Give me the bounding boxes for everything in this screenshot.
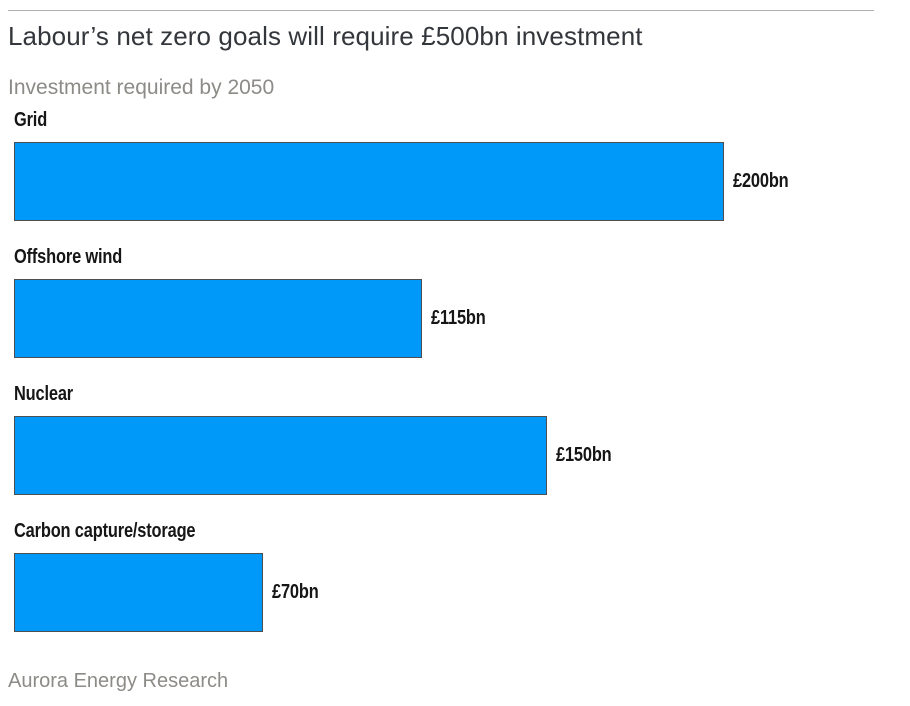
category-label: Carbon capture/storage [14,519,894,543]
bar-row: £150bn [14,416,894,495]
bar-row: £115bn [14,279,894,358]
category-label-text: Grid [14,109,48,131]
bar-chart: Grid £200bn Offshore wind £115bn Nuclear [14,108,894,656]
bar-grid [14,142,724,221]
bar-group: Grid £200bn [14,108,894,221]
value-label: £200bn [733,170,789,192]
source-text: Aurora Energy Research [8,670,229,692]
value-label: £70bn [272,581,319,603]
value-label: £115bn [431,307,486,329]
category-label-text: Carbon capture/storage [14,520,196,542]
chart-title: Labour’s net zero goals will require £50… [8,21,643,51]
top-divider [8,10,874,11]
bar-row: £200bn [14,142,894,221]
chart-subtitle: Investment required by 2050 [8,76,275,99]
category-label-text: Nuclear [14,383,74,405]
bar-nuclear [14,416,547,495]
value-label: £150bn [556,444,612,466]
bar-group: Carbon capture/storage £70bn [14,519,894,632]
bar-group: Offshore wind £115bn [14,245,894,358]
category-label: Offshore wind [14,245,894,269]
category-label-text: Offshore wind [14,246,123,268]
category-label: Grid [14,108,894,132]
category-label: Nuclear [14,382,894,406]
bar-offshore-wind [14,279,422,358]
bar-carbon-capture-storage [14,553,263,632]
bar-group: Nuclear £150bn [14,382,894,495]
bar-row: £70bn [14,553,894,632]
